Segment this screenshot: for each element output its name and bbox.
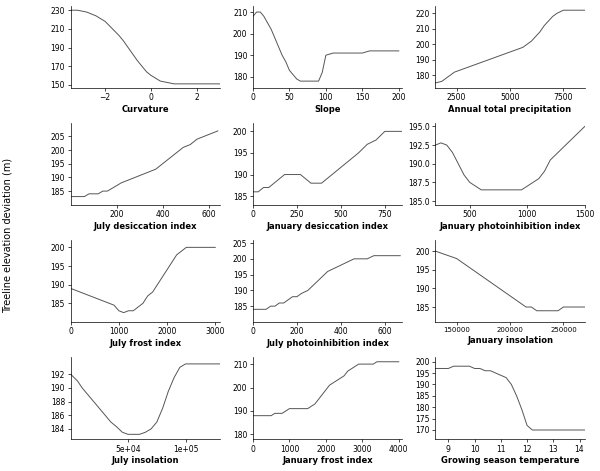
X-axis label: Slope: Slope [314,105,341,114]
X-axis label: January photoinhibition index: January photoinhibition index [439,222,581,231]
X-axis label: July insolation: July insolation [112,456,179,465]
X-axis label: July photoinhibition index: July photoinhibition index [266,339,389,348]
X-axis label: January frost index: January frost index [283,456,373,465]
X-axis label: July frost index: July frost index [109,339,181,348]
X-axis label: Annual total precipitation: Annual total precipitation [448,105,572,114]
X-axis label: July desiccation index: July desiccation index [94,222,197,231]
X-axis label: January insolation: January insolation [467,336,553,345]
X-axis label: Growing season temperature: Growing season temperature [441,456,579,465]
X-axis label: January desiccation index: January desiccation index [266,222,389,231]
Text: Treeline elevation deviation (m): Treeline elevation deviation (m) [2,158,12,313]
X-axis label: Curvature: Curvature [122,105,169,114]
